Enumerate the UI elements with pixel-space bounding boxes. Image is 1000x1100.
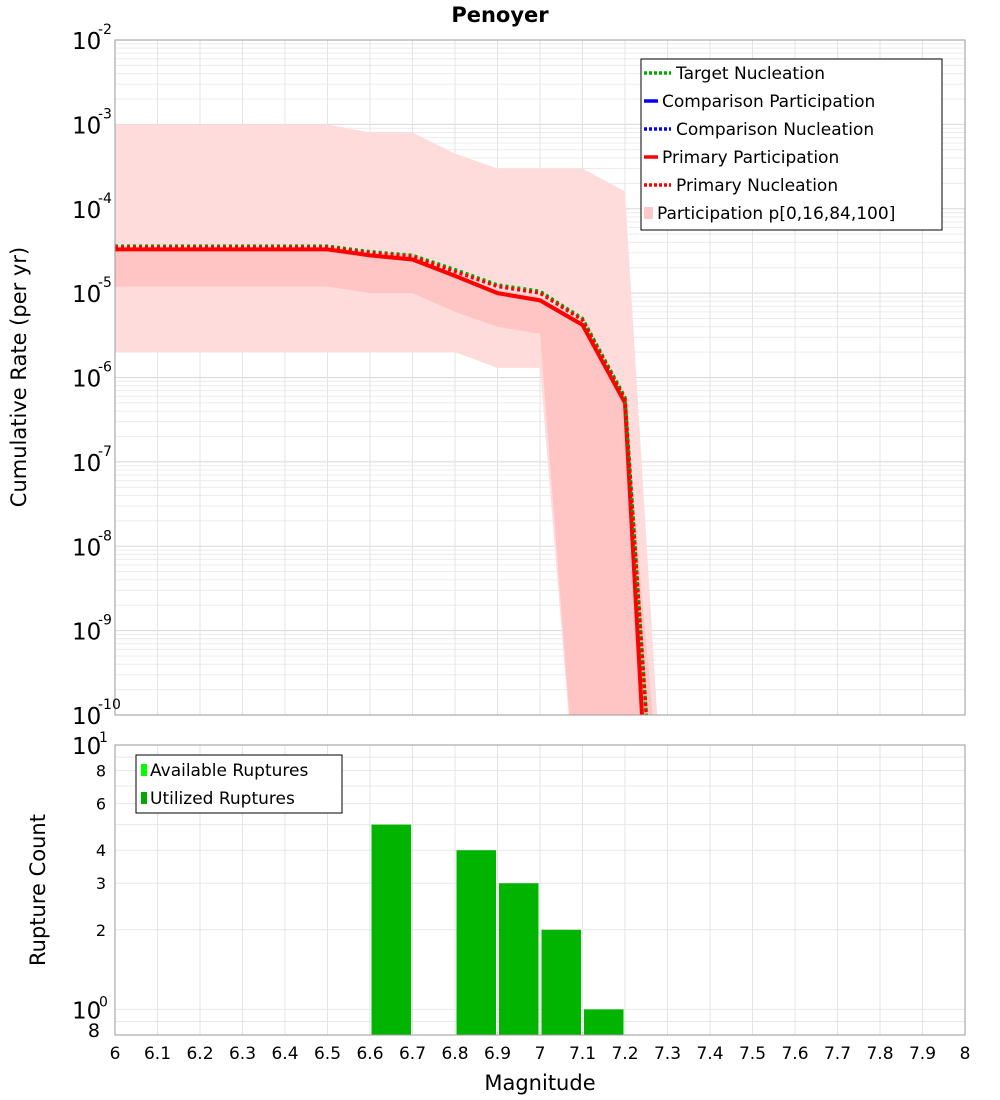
y-tick-base: 10	[72, 282, 101, 308]
y-tick-base: 10	[72, 29, 101, 55]
y-tick-base: 10	[72, 451, 101, 477]
y-power-label-bottom: 100	[72, 994, 108, 1024]
legend-bottom-box	[135, 754, 343, 814]
legend-item: Participation p[0,16,84,100]	[644, 204, 895, 224]
bar	[584, 1009, 624, 1035]
y-tick-label-top: 10-9	[72, 613, 112, 646]
x-tick-label: 7.2	[611, 1044, 638, 1064]
x-tick-label: 6.1	[144, 1044, 171, 1064]
y-tick-exp: -9	[98, 613, 112, 629]
y-tick-exp: -7	[98, 444, 112, 460]
y-tick-label-bottom: 2	[96, 921, 106, 940]
y-tick-label-bottom: 4	[96, 841, 106, 860]
legend-label: Primary Participation	[662, 148, 839, 168]
frame-bottom	[114, 744, 966, 1036]
data-top	[115, 124, 658, 715]
legend-swatch	[141, 764, 147, 776]
y-tick-exp: -5	[98, 275, 112, 291]
x-axis-title: Magnitude	[484, 1071, 595, 1095]
y-tick-base: 10	[72, 113, 101, 139]
y-tick-label-top: 10-7	[72, 444, 112, 477]
x-tick-label: 7.4	[696, 1044, 723, 1064]
y-power-label-bottom: 101	[72, 730, 108, 760]
band-1	[115, 249, 653, 715]
x-tick-label: 8	[960, 1044, 971, 1064]
y-tick-exp: -2	[98, 22, 112, 38]
y-tick-base: 10	[72, 620, 101, 646]
y-tick-base: 10	[72, 734, 101, 760]
y-tick-label-top: 10-2	[72, 22, 112, 55]
x-tick-label: 7.3	[654, 1044, 681, 1064]
y-tick-label-top: 10-3	[72, 106, 112, 139]
legend-top-box	[640, 58, 943, 231]
x-tick-label: 7.9	[909, 1044, 936, 1064]
x-tick-label: 6.7	[399, 1044, 426, 1064]
x-tick-label: 6.3	[229, 1044, 256, 1064]
y-tick-exp: -3	[98, 106, 112, 122]
y-tick-exp: 1	[99, 730, 108, 746]
x-tick-label: 6.5	[314, 1044, 341, 1064]
y-tick-exp: -8	[98, 528, 112, 544]
y-tick-label-top: 10-4	[72, 191, 112, 224]
x-tick-label: 6	[110, 1044, 121, 1064]
legend-label: Primary Nucleation	[676, 176, 838, 196]
x-tick-label: 6.8	[441, 1044, 468, 1064]
legend-swatch	[141, 792, 147, 804]
y-tick-exp: 0	[99, 994, 108, 1010]
bar	[499, 883, 539, 1035]
x-tick-label: 7.7	[824, 1044, 851, 1064]
y-tick-exp: -4	[98, 191, 112, 207]
y-tick-label-top: 10-6	[72, 360, 112, 393]
y-tick-base: 10	[72, 535, 101, 561]
bar	[371, 824, 411, 1035]
bar	[541, 929, 581, 1035]
legend-label: Comparison Participation	[662, 92, 875, 112]
y-tick-exp: -10	[98, 697, 121, 713]
x-tick-label: 7.5	[739, 1044, 766, 1064]
y-tick-label-top: 10-5	[72, 275, 112, 308]
y-tick-base: 10	[72, 998, 101, 1024]
legend-item: Target Nucleation	[644, 64, 825, 84]
x-tick-label: 6.4	[271, 1044, 298, 1064]
y-axis-title-top: Cumulative Rate (per yr)	[7, 247, 31, 507]
y-tick-label-bottom: 6	[96, 795, 106, 814]
y-axis-title-bottom: Rupture Count	[26, 814, 50, 966]
series-line-1	[115, 247, 644, 715]
x-tick-label: 6.2	[186, 1044, 213, 1064]
legend-item: Comparison Participation	[644, 92, 875, 112]
legend-swatch	[644, 207, 653, 219]
legend-item: Comparison Nucleation	[644, 120, 874, 140]
y-tick-label-top: 10-8	[72, 528, 112, 561]
y-tick-label-bottom: 3	[96, 874, 106, 893]
y-tick-label-bottom: 8	[88, 1020, 100, 1042]
y-tick-label-top: 10-10	[72, 697, 121, 730]
y-tick-base: 10	[72, 198, 101, 224]
chart-title: Penoyer	[451, 3, 549, 27]
y-tick-base: 10	[72, 704, 101, 730]
legend-label: Available Ruptures	[150, 761, 308, 781]
series-line-2	[115, 245, 648, 715]
legend-item: Primary Participation	[644, 148, 839, 168]
legend-item: Available Ruptures	[141, 761, 308, 781]
x-tick-label: 7.8	[866, 1044, 893, 1064]
x-tick-label: 6.9	[484, 1044, 511, 1064]
y-tick-label-bottom: 8	[96, 762, 106, 781]
y-tick-exp: -6	[98, 360, 112, 376]
legend-label: Comparison Nucleation	[676, 120, 874, 140]
x-tick-label: 7.6	[781, 1044, 808, 1064]
legend-label: Participation p[0,16,84,100]	[657, 204, 895, 224]
x-tick-label: 6.6	[356, 1044, 383, 1064]
legend-label: Target Nucleation	[675, 64, 825, 84]
legend-item: Utilized Ruptures	[141, 789, 295, 809]
y-tick-base: 10	[72, 367, 101, 393]
frame-top	[114, 39, 966, 716]
legend-label: Utilized Ruptures	[150, 789, 295, 809]
x-tick-label: 7.1	[569, 1044, 596, 1064]
legend-item: Primary Nucleation	[644, 176, 838, 196]
bar	[456, 850, 496, 1035]
x-tick-label: 7	[535, 1044, 546, 1064]
